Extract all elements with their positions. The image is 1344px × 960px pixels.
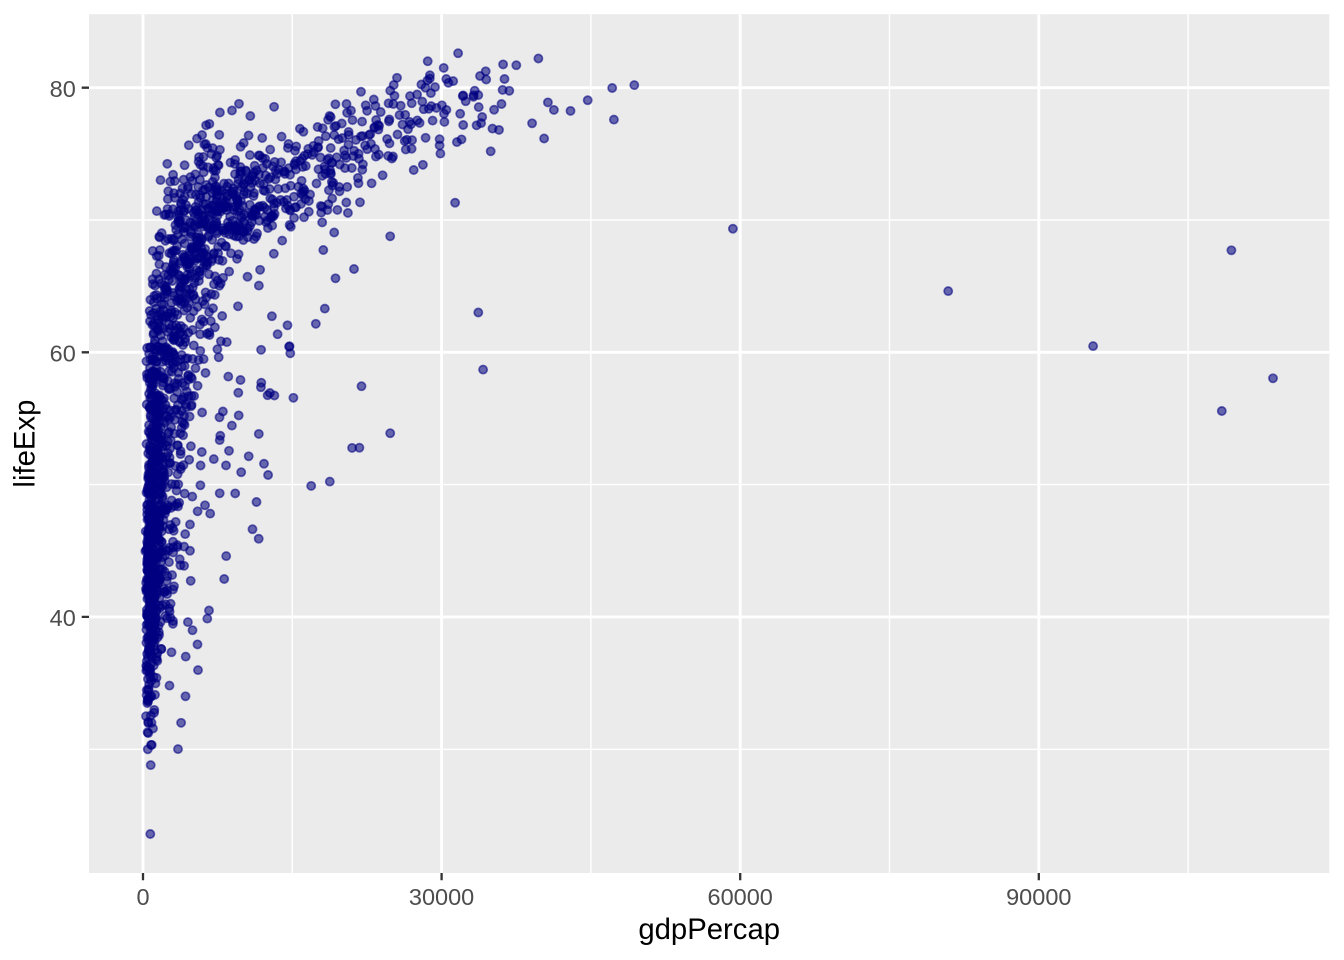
svg-text:lifeExp: lifeExp [9,400,42,488]
svg-text:30000: 30000 [409,884,474,910]
svg-text:60000: 60000 [708,884,773,910]
svg-text:80: 80 [50,76,76,102]
svg-text:gdpPercap: gdpPercap [638,913,780,946]
svg-text:60: 60 [50,341,76,367]
svg-text:40: 40 [50,605,76,631]
svg-text:90000: 90000 [1006,884,1071,910]
svg-text:0: 0 [136,884,149,910]
